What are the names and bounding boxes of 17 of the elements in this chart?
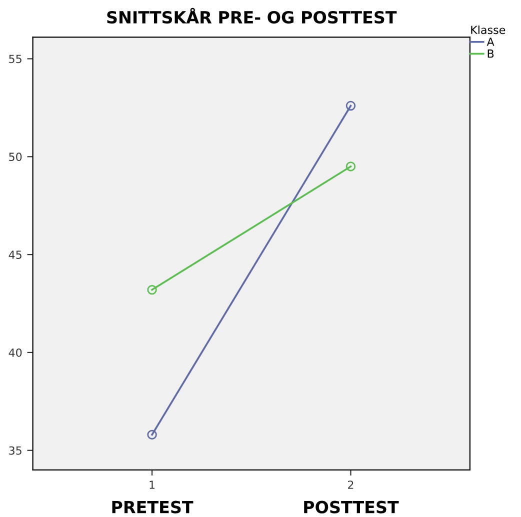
legend-label: A [486,38,494,46]
y-tick-label: 50 [9,152,22,162]
point [147,430,157,440]
point [147,284,157,295]
y-tick-label: 40 [8,348,22,357]
x-tick-label: 1 [150,480,155,489]
y-tick-label: 55 [9,54,22,64]
point [346,100,356,111]
y-tick-label: 45 [8,250,22,259]
x-tick-label: 2 [348,480,354,489]
chart-title: SNITTSKÅR PRE- OG POSTTEST [107,8,397,24]
legend-title: Klasse [471,25,506,34]
y-tick-label: 35 [9,446,22,455]
point [346,162,356,172]
text: PRETEST [112,500,194,514]
text: POSTTEST [304,500,399,514]
legend-label: B [488,50,494,58]
